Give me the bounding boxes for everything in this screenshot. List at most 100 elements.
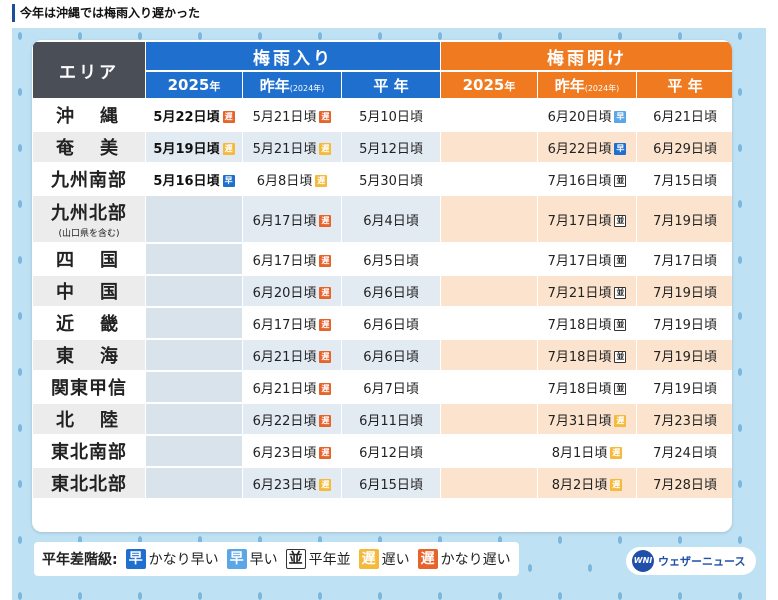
iri-2025-cell <box>146 276 242 306</box>
area-name: 九州北部 (山口県を含む) <box>33 196 145 242</box>
ake-prev-cell: 7月18日頃並 <box>538 340 636 370</box>
table-row: 九州北部 (山口県を含む) 6月17日頃遅 6月4日頃 7月17日頃並 7月19日頃 <box>33 196 732 242</box>
area-name-text: 九州北部 <box>51 203 127 224</box>
iri-prev-cell-text: 6月21日頃 <box>252 349 317 365</box>
iri-norm-cell-text: 5月10日頃 <box>359 109 423 125</box>
ake-prev-cell: 6月20日頃早 <box>538 100 636 130</box>
ake-norm-cell-text: 7月19日頃 <box>653 285 717 301</box>
hei-nen-sa-badge: 並 <box>614 319 627 331</box>
hei-nen-sa-badge: 早 <box>614 111 627 123</box>
hei-nen-sa-badge: 遅 <box>319 415 332 427</box>
table-row: 奄 美 5月19日頃遅 5月21日頃遅 5月12日頃 6月22日頃早 6月29日頃 <box>33 132 732 162</box>
ake-2025-cell <box>441 404 537 434</box>
legend-label: 早い <box>249 552 278 568</box>
ake-norm-cell: 7月24日頃 <box>637 436 732 466</box>
iri-2025-cell <box>146 436 242 466</box>
iri-2025-cell-text: 5月19日頃 <box>153 141 220 157</box>
iri-prev-cell-text: 6月17日頃 <box>252 317 317 333</box>
ake-prev-cell: 7月18日頃並 <box>538 372 636 402</box>
ake-2025-cell <box>441 372 537 402</box>
iri-prev-cell-text: 6月23日頃 <box>252 477 317 493</box>
iri-prev-cell-text: 6月17日頃 <box>252 213 317 229</box>
area-name: 近 畿 <box>33 308 145 338</box>
iri-norm-cell-text: 6月7日頃 <box>363 381 419 397</box>
ake-norm-header: 平 年 <box>637 72 732 98</box>
iri-2025-cell <box>146 340 242 370</box>
hei-nen-sa-badge: 遅 <box>610 447 623 459</box>
area-name-text: 中 国 <box>56 282 122 303</box>
iri-2025-cell <box>146 372 242 402</box>
hei-nen-sa-badge: 遅 <box>319 319 332 331</box>
legend-label: かなり早い <box>148 552 219 568</box>
hei-nen-sa-badge: 並 <box>614 175 627 187</box>
hei-nen-sa-badge: 遅 <box>319 111 332 123</box>
ake-2025-cell <box>441 132 537 162</box>
area-name-text: 東北南部 <box>51 442 127 463</box>
iri-prev-cell: 6月21日頃遅 <box>243 340 341 370</box>
ake-prev-cell: 7月18日頃並 <box>538 308 636 338</box>
hei-nen-sa-badge: 並 <box>614 351 627 363</box>
hei-nen-sa-badge: 遅 <box>319 383 332 395</box>
ake-prev-cell-text: 7月17日頃 <box>547 213 612 229</box>
iri-norm-cell-text: 6月15日頃 <box>359 477 423 493</box>
iri-prev-cell: 6月20日頃遅 <box>243 276 341 306</box>
iri-norm-cell: 6月6日頃 <box>342 308 440 338</box>
table-row: 関東甲信 6月21日頃遅 6月7日頃 7月18日頃並 7月19日頃 <box>33 372 732 402</box>
iri-prev-cell: 6月17日頃遅 <box>243 308 341 338</box>
iri-prev-cell: 6月8日頃遅 <box>243 164 341 194</box>
table-row: 東北南部 6月23日頃遅 6月12日頃 8月1日頃遅 7月24日頃 <box>33 436 732 466</box>
iri-2025-cell <box>146 468 242 498</box>
ake-2025-cell <box>441 276 537 306</box>
iri-norm-header: 平 年 <box>342 72 440 98</box>
iri-2025-cell <box>146 308 242 338</box>
area-name-text: 近 畿 <box>56 314 122 335</box>
iri-norm-cell-text: 6月4日頃 <box>363 213 419 229</box>
iri-prev-cell-text: 6月8日頃 <box>256 173 313 189</box>
ake-norm-cell: 7月19日頃 <box>637 196 732 242</box>
iri-norm-cell-text: 6月5日頃 <box>363 253 419 269</box>
area-name: 北 陸 <box>33 404 145 434</box>
iri-norm-cell-text: 6月6日頃 <box>363 285 419 301</box>
hei-nen-sa-badge: 早 <box>614 143 627 155</box>
ake-norm-cell-text: 6月29日頃 <box>653 141 717 157</box>
ake-prev-cell: 8月2日頃遅 <box>538 468 636 498</box>
area-name: 奄 美 <box>33 132 145 162</box>
ake-prev-cell: 7月17日頃並 <box>538 244 636 274</box>
iri-norm-cell: 6月6日頃 <box>342 276 440 306</box>
legend-badge: 早 <box>125 549 146 569</box>
legend-label: 平年並 <box>308 552 351 568</box>
legend: 平年差階級: 早かなり早い早早い並平年並遅遅い遅かなり遅い <box>34 542 519 576</box>
hei-nen-sa-badge: 遅 <box>222 111 235 123</box>
iri-norm-cell: 5月10日頃 <box>342 100 440 130</box>
hei-nen-sa-badge: 遅 <box>610 479 623 491</box>
ake-prev-cell-text: 7月21日頃 <box>547 285 612 301</box>
area-name-text: 九州南部 <box>51 170 127 191</box>
ake-norm-cell: 7月15日頃 <box>637 164 732 194</box>
legend-label: 遅い <box>381 552 410 568</box>
ake-prev-cell-text: 8月2日頃 <box>551 477 608 493</box>
ake-prev-cell: 8月1日頃遅 <box>538 436 636 466</box>
ake-prev-cell-text: 7月18日頃 <box>547 317 612 333</box>
area-column-header: エリア <box>33 42 145 98</box>
iri-norm-cell: 6月12日頃 <box>342 436 440 466</box>
iri-2025-cell-text: 5月22日頃 <box>153 109 220 125</box>
area-name: 東北北部 <box>33 468 145 498</box>
iri-norm-cell-text: 5月12日頃 <box>359 141 423 157</box>
hei-nen-sa-badge: 遅 <box>319 447 332 459</box>
ake-norm-cell-text: 7月19日頃 <box>653 317 717 333</box>
ake-norm-cell-text: 7月19日頃 <box>653 349 717 365</box>
area-name-text: 東北北部 <box>51 474 127 495</box>
ake-norm-cell: 7月19日頃 <box>637 308 732 338</box>
ake-2025-header: 2025年 <box>441 72 537 98</box>
iri-prev-cell-text: 6月23日頃 <box>252 445 317 461</box>
iri-norm-cell-text: 5月30日頃 <box>359 173 423 189</box>
area-name: 東北南部 <box>33 436 145 466</box>
area-name: 関東甲信 <box>33 372 145 402</box>
iri-prev-cell-text: 6月22日頃 <box>252 413 317 429</box>
ake-prev-cell-text: 7月31日頃 <box>547 413 612 429</box>
legend-items: 早かなり早い早早い並平年並遅遅い遅かなり遅い <box>118 549 511 569</box>
ake-prev-cell-text: 7月17日頃 <box>547 253 612 269</box>
iri-2025-cell: 5月19日頃遅 <box>146 132 242 162</box>
weathernews-logo-text: ウェザーニュース <box>658 555 746 568</box>
weathernews-logo: WNI ウェザーニュース <box>626 547 756 575</box>
